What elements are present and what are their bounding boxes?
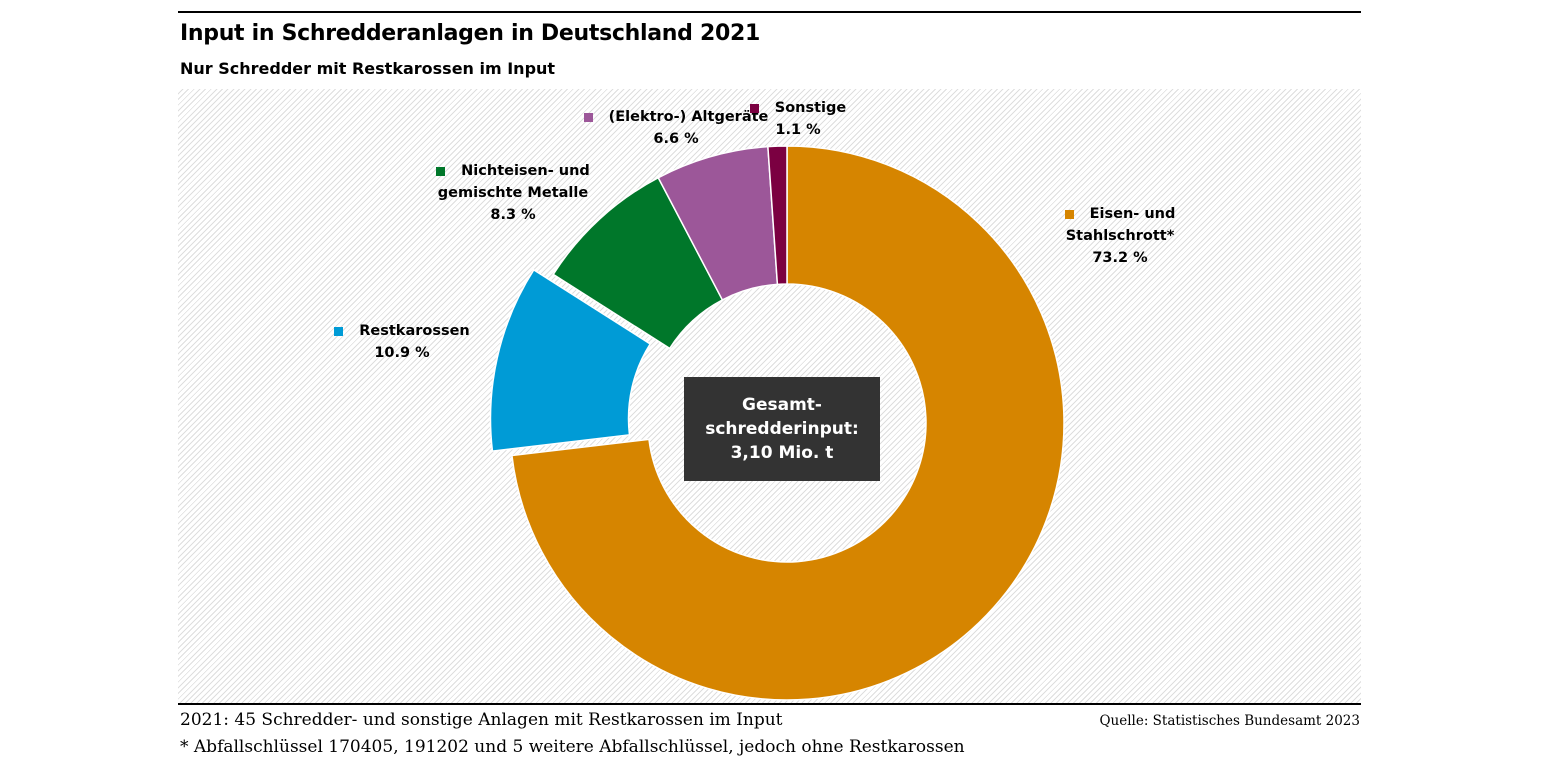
- bottom-rule: [178, 703, 1361, 705]
- label-nichteisen: Nichteisen- und gemischte Metalle 8.3 %: [413, 160, 613, 226]
- slice-sonstige: [767, 145, 788, 286]
- legend-swatch-sonstige: [749, 103, 759, 113]
- footnote-waste-codes: * Abfallschlüssel 170405, 191202 und 5 w…: [180, 737, 965, 757]
- top-rule: [178, 11, 1361, 13]
- label-restkarossen-line1: Restkarossen: [359, 323, 470, 339]
- label-sonstige-line1: Sonstige: [774, 100, 847, 116]
- label-eisen-line1: Eisen- und: [1089, 206, 1176, 222]
- label-sonstige: Sonstige 1.1 %: [743, 97, 853, 141]
- label-eisen-line2: Stahlschrott*: [1065, 228, 1175, 244]
- slice-eisen-und-stahlschrott: [511, 145, 1065, 701]
- legend-swatch-nichteisen: [436, 166, 446, 176]
- chart-subtitle: Nur Schredder mit Restkarossen im Input: [180, 59, 556, 78]
- label-eisen-value: 73.2 %: [1092, 250, 1148, 266]
- label-elektro-value: 6.6 %: [653, 131, 699, 147]
- total-input-value: 3,10 Mio. t: [730, 443, 834, 463]
- label-elektro-altgeraete: (Elektro-) Altgeräte 6.6 %: [571, 106, 781, 150]
- legend-swatch-elektro: [583, 112, 593, 122]
- legend-swatch-eisen: [1064, 209, 1074, 219]
- total-input-box: Gesamt- schredderinput: 3,10 Mio. t: [684, 377, 880, 481]
- legend-swatch-restkarossen: [334, 326, 344, 336]
- total-input-line1: Gesamt-: [742, 395, 822, 415]
- chart-title: Input in Schredderanlagen in Deutschland…: [180, 21, 760, 46]
- label-restkarossen: Restkarossen 10.9 %: [327, 320, 477, 364]
- label-sonstige-value: 1.1 %: [775, 122, 821, 138]
- total-input-line2: schredderinput:: [705, 419, 859, 439]
- slice-restkarossen: [489, 268, 652, 452]
- label-restkarossen-value: 10.9 %: [374, 345, 430, 361]
- source-note: Quelle: Statistisches Bundesamt 2023: [1099, 713, 1360, 729]
- label-elektro-line1: (Elektro-) Altgeräte: [608, 109, 769, 125]
- label-nichteisen-line2: gemischte Metalle: [437, 185, 589, 201]
- label-eisen-stahlschrott: Eisen- und Stahlschrott* 73.2 %: [1040, 203, 1200, 269]
- footnote-plants: 2021: 45 Schredder- und sonstige Anlagen…: [180, 710, 783, 730]
- label-nichteisen-value: 8.3 %: [490, 207, 536, 223]
- label-nichteisen-line1: Nichteisen- und: [461, 163, 590, 179]
